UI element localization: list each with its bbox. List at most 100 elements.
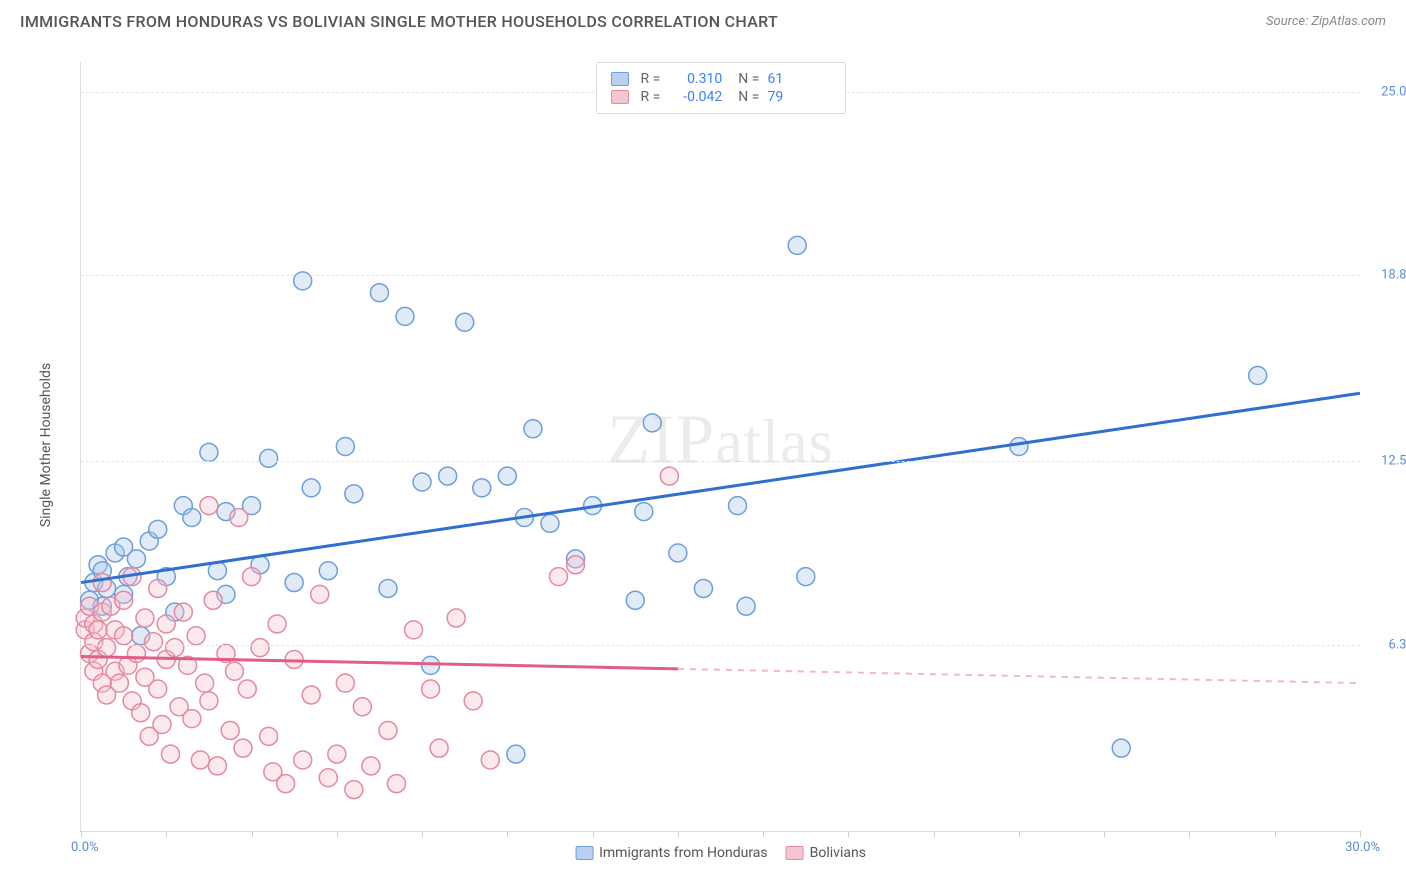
x-tick bbox=[422, 831, 423, 837]
x-tick bbox=[1104, 831, 1105, 837]
plot-area: ZIPatlas R = 0.310 N = 61 R = -0.042 N =… bbox=[80, 62, 1360, 832]
data-point-honduras bbox=[149, 520, 167, 538]
x-max-label: 30.0% bbox=[1345, 840, 1380, 855]
data-point-honduras bbox=[1112, 739, 1130, 757]
x-tick bbox=[763, 831, 764, 837]
legend-item-honduras: Immigrants from Honduras bbox=[575, 845, 768, 861]
data-point-bolivians bbox=[127, 645, 145, 663]
legend-series: Immigrants from Honduras Bolivians bbox=[575, 845, 866, 861]
data-point-bolivians bbox=[251, 639, 269, 657]
data-point-bolivians bbox=[302, 686, 320, 704]
data-point-honduras bbox=[626, 591, 644, 609]
data-point-bolivians bbox=[93, 574, 111, 592]
data-point-bolivians bbox=[464, 692, 482, 710]
chart-container: Single Mother Households ZIPatlas R = 0.… bbox=[50, 50, 1370, 840]
data-point-bolivians bbox=[183, 710, 201, 728]
x-tick bbox=[166, 831, 167, 837]
y-tick-label: 12.5% bbox=[1381, 454, 1406, 469]
data-point-bolivians bbox=[89, 621, 107, 639]
data-point-bolivians bbox=[204, 591, 222, 609]
legend-item-bolivians: Bolivians bbox=[786, 845, 866, 861]
data-point-honduras bbox=[260, 449, 278, 467]
legend-n-label: N = bbox=[738, 71, 759, 87]
legend-n-bolivians: 79 bbox=[767, 89, 783, 105]
legend-row-bolivians: R = -0.042 N = 79 bbox=[611, 89, 831, 105]
data-point-honduras bbox=[200, 443, 218, 461]
gridline bbox=[81, 275, 1360, 276]
legend-label-honduras: Immigrants from Honduras bbox=[599, 845, 768, 861]
gridline bbox=[81, 645, 1360, 646]
data-point-honduras bbox=[541, 514, 559, 532]
y-tick-label: 18.8% bbox=[1381, 267, 1406, 282]
data-point-bolivians bbox=[660, 467, 678, 485]
data-point-honduras bbox=[379, 579, 397, 597]
data-point-bolivians bbox=[567, 556, 585, 574]
data-point-bolivians bbox=[110, 674, 128, 692]
chart-source: Source: ZipAtlas.com bbox=[1266, 14, 1386, 29]
legend-r-honduras: 0.310 bbox=[668, 71, 722, 87]
data-point-bolivians bbox=[230, 508, 248, 526]
data-point-bolivians bbox=[387, 775, 405, 793]
data-point-bolivians bbox=[144, 633, 162, 651]
data-point-honduras bbox=[729, 497, 747, 515]
legend-r-label: R = bbox=[641, 89, 661, 105]
data-point-honduras bbox=[370, 284, 388, 302]
data-point-bolivians bbox=[174, 603, 192, 621]
legend-correlation: R = 0.310 N = 61 R = -0.042 N = 79 bbox=[596, 62, 846, 114]
chart-header: IMMIGRANTS FROM HONDURAS VS BOLIVIAN SIN… bbox=[0, 0, 1406, 39]
data-point-honduras bbox=[643, 414, 661, 432]
x-tick bbox=[934, 831, 935, 837]
data-point-bolivians bbox=[345, 781, 363, 799]
data-point-bolivians bbox=[166, 639, 184, 657]
x-tick bbox=[678, 831, 679, 837]
data-point-bolivians bbox=[353, 698, 371, 716]
x-tick bbox=[81, 831, 82, 837]
data-point-bolivians bbox=[149, 680, 167, 698]
data-point-honduras bbox=[498, 467, 516, 485]
legend-row-honduras: R = 0.310 N = 61 bbox=[611, 71, 831, 87]
data-point-honduras bbox=[285, 574, 303, 592]
trendline-honduras bbox=[81, 393, 1360, 582]
data-point-bolivians bbox=[221, 721, 239, 739]
data-point-bolivians bbox=[153, 716, 171, 734]
data-point-bolivians bbox=[115, 627, 133, 645]
data-point-bolivians bbox=[136, 609, 154, 627]
chart-title: IMMIGRANTS FROM HONDURAS VS BOLIVIAN SIN… bbox=[20, 12, 778, 31]
x-min-label: 0.0% bbox=[71, 840, 99, 855]
data-point-bolivians bbox=[208, 757, 226, 775]
data-point-honduras bbox=[473, 479, 491, 497]
legend-r-label: R = bbox=[641, 71, 661, 87]
x-tick bbox=[593, 831, 594, 837]
data-point-bolivians bbox=[447, 609, 465, 627]
y-axis-label: Single Mother Households bbox=[38, 363, 54, 527]
data-point-bolivians bbox=[319, 769, 337, 787]
data-point-honduras bbox=[336, 438, 354, 456]
data-point-honduras bbox=[635, 503, 653, 521]
data-point-honduras bbox=[669, 544, 687, 562]
y-tick-label: 6.3% bbox=[1388, 637, 1406, 652]
data-point-honduras bbox=[302, 479, 320, 497]
swatch-honduras bbox=[611, 72, 629, 86]
scatter-svg bbox=[81, 62, 1360, 831]
data-point-bolivians bbox=[157, 615, 175, 633]
gridline bbox=[81, 461, 1360, 462]
data-point-bolivians bbox=[481, 751, 499, 769]
data-point-bolivians bbox=[200, 692, 218, 710]
data-point-bolivians bbox=[379, 721, 397, 739]
data-point-bolivians bbox=[311, 585, 329, 603]
data-point-bolivians bbox=[234, 739, 252, 757]
data-point-bolivians bbox=[422, 680, 440, 698]
data-point-honduras bbox=[413, 473, 431, 491]
data-point-bolivians bbox=[549, 568, 567, 586]
legend-n-honduras: 61 bbox=[767, 71, 783, 87]
data-point-honduras bbox=[396, 307, 414, 325]
data-point-bolivians bbox=[191, 751, 209, 769]
data-point-honduras bbox=[737, 597, 755, 615]
x-tick bbox=[1360, 831, 1361, 837]
legend-label-bolivians: Bolivians bbox=[810, 845, 866, 861]
data-point-bolivians bbox=[362, 757, 380, 775]
x-tick bbox=[848, 831, 849, 837]
data-point-bolivians bbox=[405, 621, 423, 639]
data-point-bolivians bbox=[328, 745, 346, 763]
data-point-bolivians bbox=[294, 751, 312, 769]
